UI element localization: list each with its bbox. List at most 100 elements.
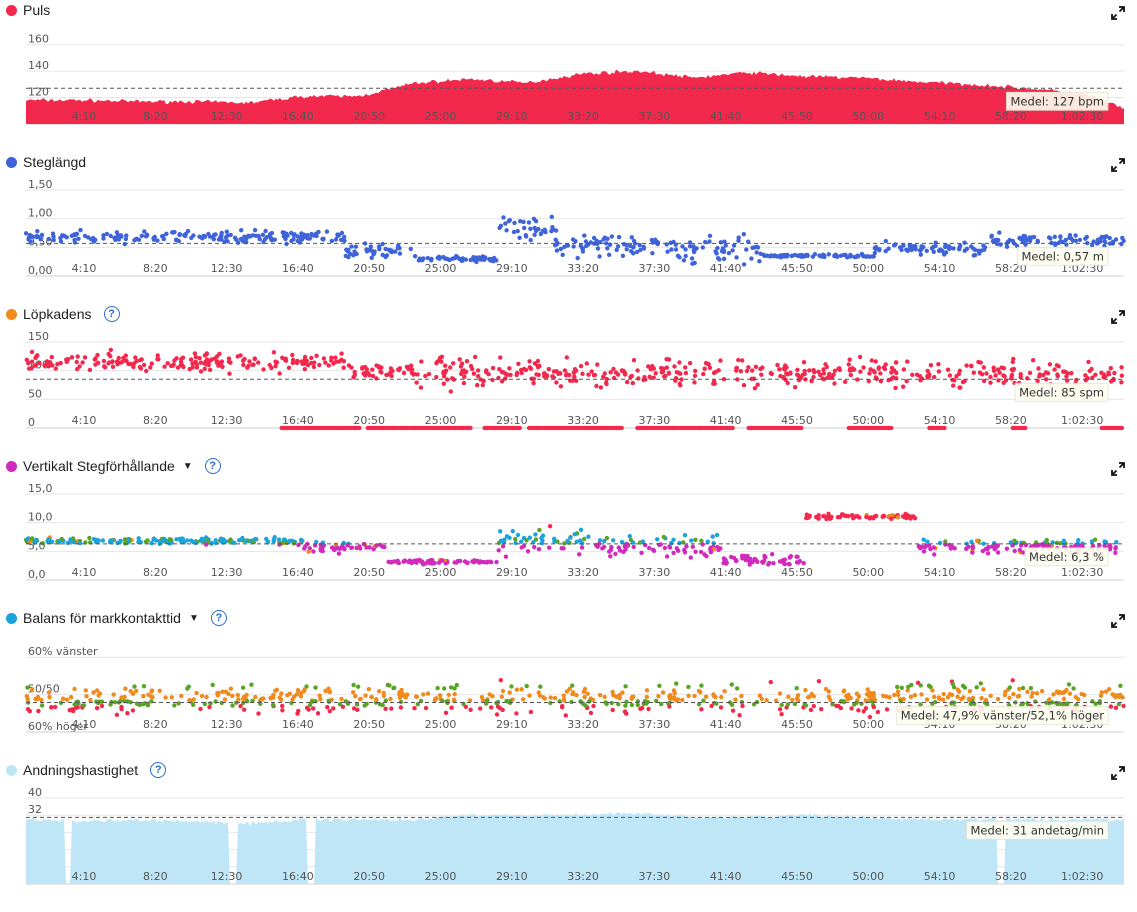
data-point	[327, 689, 332, 695]
data-point	[261, 367, 266, 372]
data-point	[995, 241, 1000, 247]
data-point	[561, 693, 566, 698]
data-point	[536, 547, 542, 552]
expand-icon[interactable]	[1111, 614, 1125, 628]
data-point	[797, 376, 802, 381]
data-point	[872, 245, 878, 251]
data-point	[818, 372, 823, 378]
help-icon[interactable]: ?	[204, 458, 221, 474]
data-point	[918, 378, 923, 383]
x-tick-label: 29:10	[496, 110, 528, 123]
data-point	[88, 697, 93, 703]
data-point	[1082, 692, 1087, 698]
data-point	[925, 374, 931, 380]
x-tick-label: 8:20	[143, 414, 168, 427]
data-point	[1099, 690, 1105, 695]
data-point	[715, 245, 720, 251]
data-point	[326, 699, 332, 704]
data-point	[122, 537, 128, 542]
data-point	[786, 694, 791, 699]
data-point	[502, 537, 507, 542]
data-point	[830, 702, 835, 707]
data-point	[702, 366, 707, 371]
data-point	[452, 692, 457, 697]
data-point	[951, 246, 956, 251]
expand-icon[interactable]	[1111, 462, 1125, 476]
data-point	[672, 690, 677, 696]
data-point	[149, 689, 154, 694]
data-point	[1066, 682, 1072, 687]
data-point	[659, 701, 664, 707]
data-point	[811, 374, 816, 380]
data-point	[969, 244, 974, 249]
data-point	[913, 244, 918, 249]
data-point	[1001, 373, 1006, 378]
data-point	[741, 232, 746, 237]
caret-down-icon[interactable]: ▼	[182, 460, 193, 472]
data-point	[32, 363, 37, 368]
data-point	[171, 362, 176, 367]
caret-down-icon[interactable]: ▼	[188, 612, 199, 624]
expand-icon[interactable]	[1111, 310, 1125, 324]
x-tick-label: 45:50	[781, 870, 813, 883]
data-point	[71, 539, 77, 544]
data-point	[500, 544, 506, 549]
x-tick-label: 12:30	[211, 262, 243, 275]
data-point	[549, 228, 554, 234]
data-point	[1119, 365, 1124, 370]
data-point	[298, 235, 303, 241]
y-tick-label: 32	[28, 803, 42, 816]
help-icon[interactable]: ?	[150, 762, 167, 778]
data-point	[771, 253, 777, 258]
data-point	[404, 364, 410, 370]
data-point	[222, 697, 228, 702]
data-point	[1044, 700, 1049, 705]
data-point	[464, 359, 470, 364]
data-point	[936, 369, 942, 374]
data-point	[250, 698, 255, 703]
data-point	[1067, 233, 1073, 238]
data-point	[558, 384, 564, 389]
data-point	[33, 696, 38, 702]
expand-icon[interactable]	[1111, 6, 1125, 20]
data-point	[701, 698, 706, 703]
data-point	[420, 256, 426, 262]
data-point	[118, 233, 124, 238]
data-point	[562, 244, 567, 250]
data-point	[109, 699, 114, 705]
data-point	[235, 240, 241, 245]
series-dot	[6, 460, 17, 472]
data-point	[401, 370, 407, 376]
data-point	[71, 536, 76, 541]
data-point	[49, 705, 54, 710]
data-point	[729, 682, 734, 687]
x-tick-label: 37:30	[639, 262, 671, 275]
data-point	[498, 678, 503, 683]
series-dot	[6, 612, 17, 624]
data-point	[887, 695, 892, 700]
data-point	[610, 689, 615, 695]
data-point	[198, 360, 204, 365]
data-point	[311, 549, 316, 554]
data-point	[1017, 236, 1022, 241]
help-icon[interactable]: ?	[210, 610, 227, 626]
data-point	[109, 359, 115, 365]
data-point	[743, 557, 748, 563]
data-point	[899, 685, 904, 690]
help-icon[interactable]: ?	[103, 306, 120, 322]
data-point	[217, 351, 222, 357]
data-point	[235, 692, 240, 698]
expand-icon[interactable]	[1111, 766, 1125, 780]
data-point	[1102, 235, 1107, 240]
data-point	[439, 354, 445, 359]
data-point	[750, 368, 755, 373]
data-point	[919, 692, 924, 697]
data-point	[974, 538, 980, 543]
data-point	[560, 703, 565, 709]
data-point	[508, 372, 513, 378]
data-point	[995, 367, 1001, 372]
data-point	[945, 367, 951, 372]
data-point	[498, 538, 504, 543]
expand-icon[interactable]	[1111, 158, 1125, 172]
data-point	[812, 370, 817, 375]
